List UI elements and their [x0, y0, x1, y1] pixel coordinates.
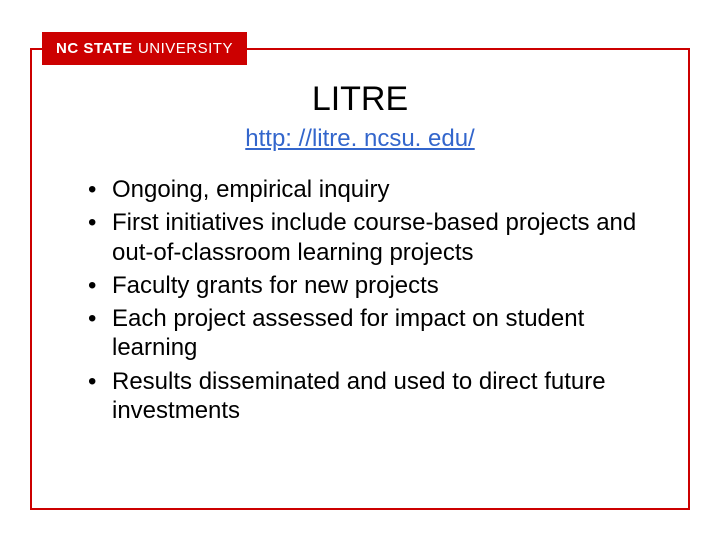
slide-title: LITRE: [70, 80, 650, 119]
litre-url-link[interactable]: http: //litre. ncsu. edu/: [70, 125, 650, 153]
university-logo: NC STATE UNIVERSITY: [42, 32, 247, 65]
logo-text-bold: NC STATE: [56, 40, 133, 57]
list-item: Results disseminated and used to direct …: [88, 367, 650, 426]
bullet-list: Ongoing, empirical inquiry First initiat…: [70, 175, 650, 425]
list-item: First initiatives include course-based p…: [88, 208, 650, 267]
list-item: Ongoing, empirical inquiry: [88, 175, 650, 204]
slide-content: LITRE http: //litre. ncsu. edu/ Ongoing,…: [32, 50, 688, 449]
slide-frame: LITRE http: //litre. ncsu. edu/ Ongoing,…: [30, 48, 690, 510]
list-item: Each project assessed for impact on stud…: [88, 304, 650, 363]
logo-text-light: UNIVERSITY: [138, 40, 233, 57]
list-item: Faculty grants for new projects: [88, 271, 650, 300]
